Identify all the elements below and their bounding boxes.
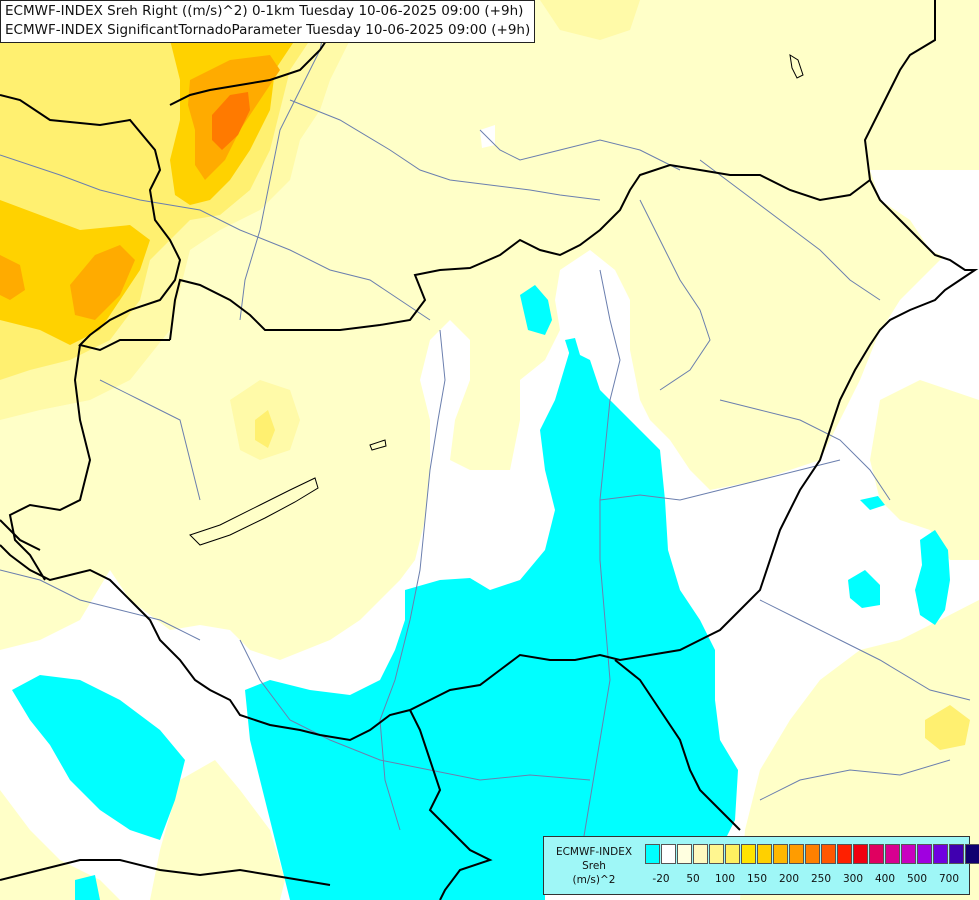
river-line [239, 639, 591, 781]
border-line [0, 519, 41, 551]
legend-tick-label: 400 [874, 873, 896, 885]
legend-tick-label: -20 [652, 873, 670, 885]
river-line [699, 159, 881, 301]
river-line [99, 379, 201, 501]
legend-swatch [869, 844, 884, 864]
border-line [169, 163, 871, 341]
legend-title-line: (m/s)^2 [572, 874, 616, 886]
srh-field-yellow-2 [255, 410, 275, 448]
legend-swatch [693, 844, 708, 864]
legend-swatch [901, 844, 916, 864]
river-line [239, 0, 331, 321]
legend-swatch [645, 844, 660, 864]
legend-swatch [821, 844, 836, 864]
legend-swatch [853, 844, 868, 864]
river-line [289, 99, 601, 201]
srh-field-gold-2 [0, 200, 150, 345]
legend-tick-label: 50 [686, 873, 700, 885]
srh-field-cyan-4 [12, 675, 185, 840]
river-line [0, 569, 201, 641]
srh-field-cyan-8 [75, 875, 100, 900]
legend-title-line: ECMWF-INDEX [555, 846, 633, 858]
river-line [759, 599, 971, 701]
legend-tick-label: 700 [938, 873, 960, 885]
legend-tick-label: 200 [778, 873, 800, 885]
legend-tick-label: 100 [714, 873, 736, 885]
legend-tick-label: 150 [746, 873, 768, 885]
river-line [479, 129, 681, 171]
legend-title: ECMWF-INDEX Sreh (m/s)^2 [548, 845, 640, 887]
color-legend: ECMWF-INDEX Sreh (m/s)^2 -20 50 100 150 200 2… [543, 836, 979, 895]
legend-title-line: Sreh [582, 860, 606, 872]
legend-swatch [965, 844, 979, 864]
lake-outline [189, 477, 319, 546]
map-title-box: ECMWF-INDEX Sreh Right ((m/s)^2) 0-1km T… [0, 0, 536, 43]
border-line [409, 709, 493, 900]
legend-swatch [773, 844, 788, 864]
river-line [599, 459, 841, 501]
srh-field-yellow-3 [925, 705, 970, 750]
border-line [863, 0, 936, 181]
legend-swatch [805, 844, 820, 864]
srh-field-cyan-2 [520, 285, 552, 335]
legend-ticks: -20 50 100 150 200 250 300 400 500 700 [645, 873, 970, 889]
legend-tick-label: 500 [906, 873, 928, 885]
srh-field-pale-yellow-s [150, 760, 285, 900]
white-area-2 [480, 125, 495, 148]
legend-swatch [885, 844, 900, 864]
legend-swatches [645, 844, 979, 864]
river-line [719, 399, 891, 501]
lake-outline-ne [789, 53, 804, 79]
border-line [0, 179, 979, 742]
legend-swatch [677, 844, 692, 864]
river-lines [0, 0, 971, 861]
lake-outline-small [369, 439, 387, 451]
border-line [614, 659, 741, 831]
legend-swatch [837, 844, 852, 864]
river-line [379, 329, 446, 831]
river-line [579, 269, 621, 861]
srh-field-cyan [245, 350, 738, 900]
river-line [0, 154, 431, 321]
legend-swatch [949, 844, 964, 864]
legend-swatch [933, 844, 948, 864]
srh-field-cyan-6 [848, 570, 880, 608]
map-title-stp: ECMWF-INDEX SignificantTornadoParameter … [5, 22, 531, 38]
srh-field-orange-3 [0, 255, 25, 300]
srh-field-cyan-5 [915, 530, 950, 625]
legend-swatch [709, 844, 724, 864]
map-title-srh: ECMWF-INDEX Sreh Right ((m/s)^2) 0-1km T… [5, 3, 524, 19]
srh-field-deep-orange [212, 92, 250, 150]
srh-field-cyan-3 [565, 338, 580, 362]
legend-swatch [917, 844, 932, 864]
white-area-1 [870, 170, 979, 260]
river-line [639, 199, 711, 391]
legend-tick-label: 300 [842, 873, 864, 885]
srh-field-light-yellow-2 [540, 0, 640, 40]
river-line [759, 759, 951, 801]
srh-field-pale-yellow-se [740, 600, 979, 900]
srh-field-pale-yellow-e [870, 380, 979, 560]
srh-field-cyan-7 [860, 496, 885, 510]
legend-swatch [725, 844, 740, 864]
border-line [0, 94, 182, 352]
border-line [0, 859, 331, 886]
srh-field-orange-2 [70, 245, 135, 320]
legend-swatch [757, 844, 772, 864]
legend-tick-label: 250 [810, 873, 832, 885]
legend-swatch [789, 844, 804, 864]
border-line [8, 344, 92, 581]
legend-swatch [741, 844, 756, 864]
legend-swatch [661, 844, 676, 864]
